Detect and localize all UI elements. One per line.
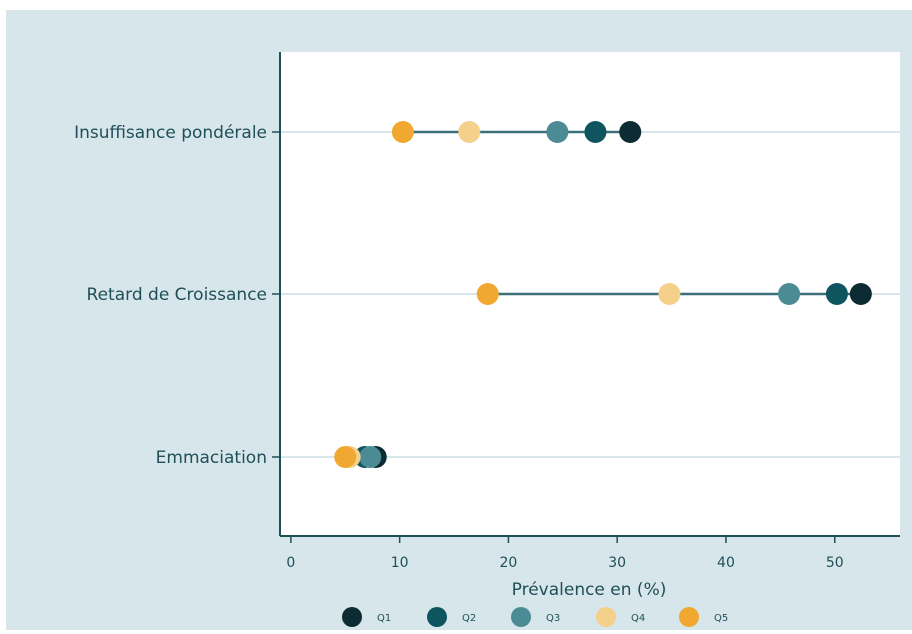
data-point-q5 [334, 446, 357, 468]
legend-marker [679, 607, 699, 627]
x-axis-title: Prévalence en (%) [512, 580, 667, 600]
x-tick-label: 30 [608, 555, 626, 571]
x-tick-label: 50 [826, 555, 844, 571]
data-point-q3 [546, 121, 569, 143]
data-point-q2 [825, 283, 848, 305]
legend-label: Q5 [714, 613, 728, 624]
x-tick-label: 20 [500, 555, 518, 571]
legend-label: Q1 [377, 613, 391, 624]
x-tick-label: 10 [391, 555, 409, 571]
legend-label: Q2 [462, 613, 476, 624]
legend-marker [511, 607, 531, 627]
category-label: Insuffisance pondérale [74, 123, 267, 143]
category-label: Emmaciation [156, 448, 267, 468]
data-point-q1 [619, 121, 642, 143]
x-tick-label: 40 [717, 555, 735, 571]
data-point-q5 [476, 283, 499, 305]
data-point-q2 [584, 121, 607, 143]
legend-marker [596, 607, 616, 627]
data-point-q1 [849, 283, 872, 305]
data-point-q5 [391, 121, 414, 143]
data-point-q4 [658, 283, 681, 305]
legend-label: Q3 [546, 613, 560, 624]
legend-marker [427, 607, 447, 627]
data-point-q3 [359, 446, 382, 468]
category-label: Retard de Croissance [87, 285, 267, 305]
legend-label: Q4 [631, 613, 645, 624]
legend-marker [342, 607, 362, 627]
x-tick-label: 0 [286, 555, 295, 571]
data-point-q3 [778, 283, 801, 305]
data-point-q4 [458, 121, 481, 143]
